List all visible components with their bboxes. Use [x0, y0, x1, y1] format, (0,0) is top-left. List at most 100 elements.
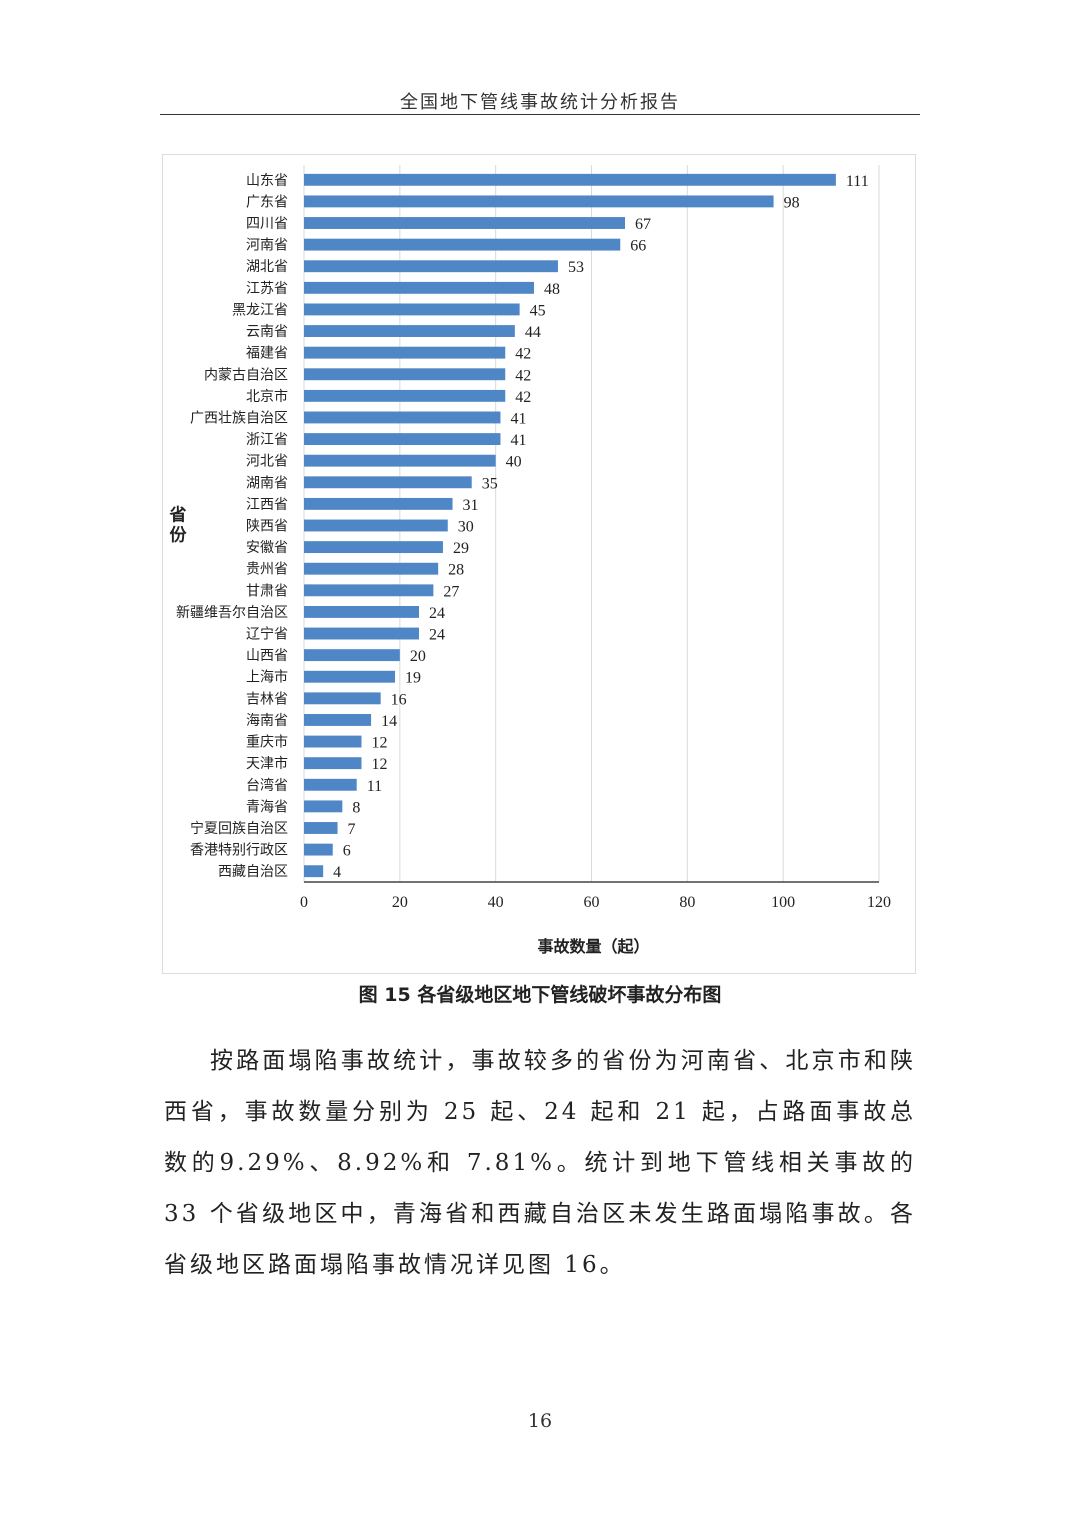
- category-label: 广西壮族自治区: [190, 410, 288, 426]
- value-label: 45: [530, 302, 546, 319]
- value-label: 12: [372, 735, 388, 752]
- bar: [304, 843, 333, 856]
- category-label: 四川省: [246, 216, 288, 232]
- category-label: 青海省: [246, 799, 288, 815]
- header-rule: [160, 114, 920, 115]
- bar: [304, 238, 621, 251]
- bar: [304, 541, 443, 554]
- value-label: 66: [630, 238, 646, 255]
- category-label: 江西省: [246, 497, 288, 513]
- x-tick-label: 120: [867, 894, 891, 911]
- bar: [304, 195, 774, 208]
- value-label: 44: [525, 324, 541, 341]
- category-label: 吉林省: [246, 691, 288, 707]
- category-label: 湖北省: [246, 259, 288, 275]
- category-label: 河南省: [246, 238, 288, 254]
- value-label: 19: [405, 670, 421, 687]
- category-label: 河北省: [246, 454, 288, 470]
- running-header: 全国地下管线事故统计分析报告: [400, 92, 680, 113]
- value-label: 40: [506, 454, 522, 471]
- value-label: 29: [453, 540, 469, 557]
- category-label: 上海市: [246, 669, 288, 686]
- value-label: 8: [352, 799, 360, 816]
- chart-frame: 山东省 111 广东省 98 四川省 67 河南省 66 湖北省 53 江苏省 48 黑龙江省 45 云南省…: [162, 154, 916, 974]
- value-label: 27: [443, 583, 459, 600]
- y-axis-title: 省: [169, 505, 187, 526]
- category-label: 香港特别行政区: [190, 843, 288, 859]
- category-label: 江苏省: [246, 281, 288, 297]
- x-tick-label: 80: [679, 894, 695, 911]
- bar: [304, 173, 836, 186]
- bar: [304, 303, 520, 316]
- value-label: 98: [784, 194, 800, 211]
- category-label: 湖南省: [246, 475, 288, 491]
- bar: [304, 433, 501, 446]
- bar: [304, 735, 362, 748]
- bar: [304, 605, 419, 618]
- bar: [304, 800, 343, 813]
- x-tick-label: 60: [584, 894, 600, 911]
- category-label: 新疆维吾尔自治区: [176, 605, 288, 621]
- bar: [304, 368, 506, 381]
- bar: [304, 778, 357, 791]
- bar: [304, 519, 448, 532]
- category-label: 浙江省: [246, 432, 288, 448]
- bar: [304, 497, 453, 510]
- x-tick-label: 0: [300, 894, 308, 911]
- value-label: 111: [846, 173, 869, 190]
- value-label: 67: [635, 216, 651, 233]
- category-label: 宁夏回族自治区: [190, 820, 288, 837]
- value-label: 48: [544, 281, 560, 298]
- category-label: 山东省: [246, 173, 288, 189]
- bar: [304, 822, 338, 834]
- value-label: 4: [333, 864, 341, 881]
- value-label: 41: [510, 432, 526, 449]
- x-tick-label: 100: [771, 894, 795, 911]
- x-tick-label: 20: [392, 894, 408, 911]
- x-axis-title: 事故数量（起）: [537, 937, 649, 956]
- bar: [304, 281, 534, 294]
- value-label: 11: [367, 778, 382, 795]
- category-label: 内蒙古自治区: [204, 367, 288, 383]
- category-label: 陕西省: [246, 519, 288, 535]
- category-label: 山西省: [246, 648, 288, 664]
- value-label: 7: [348, 821, 356, 838]
- page-number: 16: [527, 1410, 553, 1432]
- value-label: 24: [429, 605, 445, 622]
- value-label: 24: [429, 627, 445, 644]
- category-label: 海南省: [246, 713, 288, 729]
- value-label: 31: [463, 497, 479, 514]
- value-label: 20: [410, 648, 426, 665]
- bar: [304, 865, 324, 878]
- bar: [304, 346, 506, 359]
- value-label: 12: [372, 756, 388, 773]
- bar: [304, 714, 372, 726]
- value-label: 28: [448, 562, 464, 579]
- value-label: 42: [515, 389, 531, 406]
- figure-caption: 图 15 各省级地区地下管线破坏事故分布图: [358, 984, 722, 1006]
- category-label: 甘肃省: [246, 583, 288, 599]
- y-axis-title: 份: [170, 525, 188, 546]
- value-label: 41: [510, 410, 526, 427]
- value-label: 16: [391, 691, 407, 708]
- bar: [304, 260, 558, 273]
- category-label: 重庆市: [246, 734, 288, 751]
- value-label: 53: [568, 259, 584, 276]
- bar: [304, 325, 515, 337]
- paragraph-text: 按路面塌陷事故统计，事故较多的省份为河南省、北京市和陕西省，事故数量分别为 25…: [164, 1048, 916, 1278]
- bar: [304, 757, 362, 770]
- bar: [304, 692, 381, 705]
- bar: [304, 627, 419, 640]
- category-label: 广东省: [246, 194, 288, 210]
- value-label: 42: [515, 367, 531, 384]
- category-label: 北京市: [246, 388, 288, 405]
- value-label: 14: [381, 713, 397, 730]
- category-label: 安徽省: [246, 540, 288, 556]
- bar: [304, 476, 472, 489]
- body-paragraph: 按路面塌陷事故统计，事故较多的省份为河南省、北京市和陕西省，事故数量分别为 25…: [164, 1036, 916, 1291]
- value-label: 6: [343, 843, 351, 860]
- bar: [304, 649, 400, 662]
- bar: [304, 454, 496, 467]
- category-label: 云南省: [246, 324, 288, 340]
